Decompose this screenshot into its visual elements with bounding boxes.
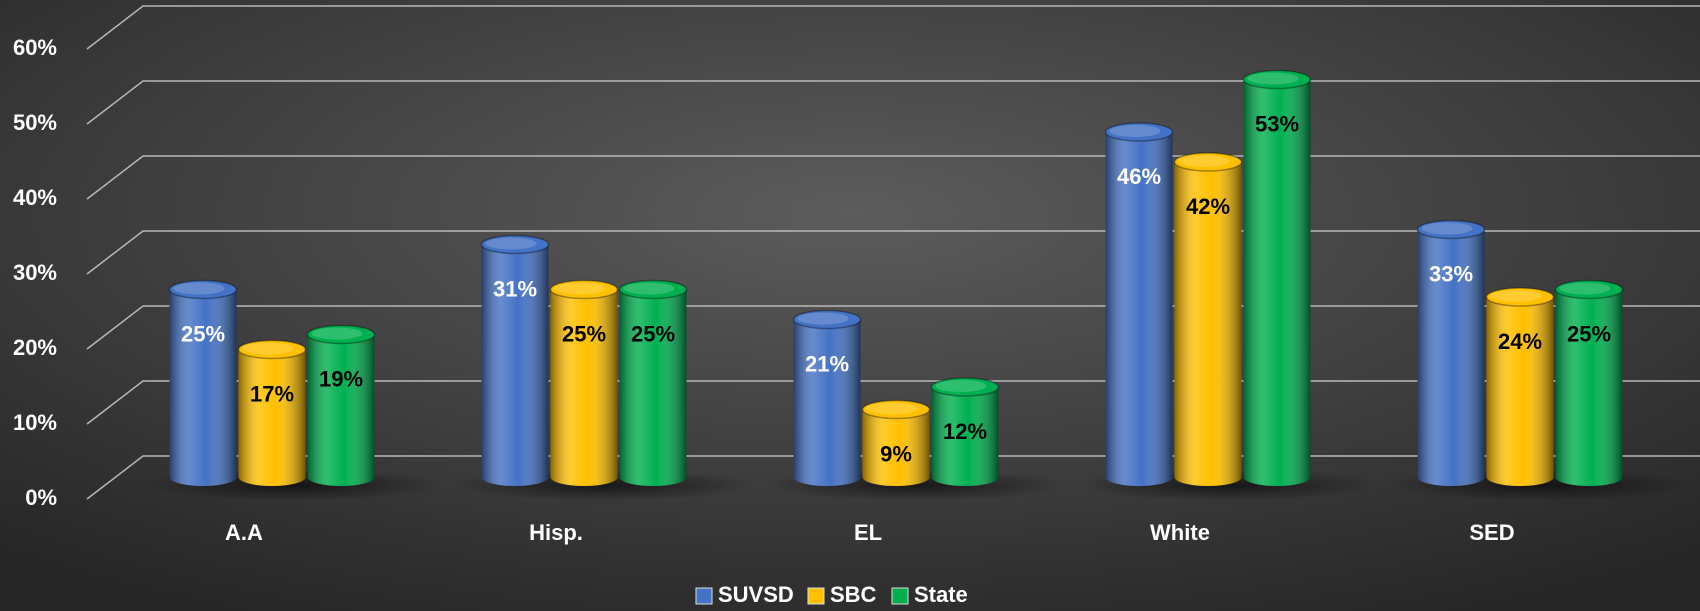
legend-label: State bbox=[914, 582, 968, 607]
bar-shade bbox=[619, 289, 687, 477]
bar-top bbox=[792, 309, 862, 330]
grid-line bbox=[86, 155, 1700, 200]
y-tick-label: 40% bbox=[13, 185, 57, 210]
bar-top-shine bbox=[623, 282, 675, 295]
legend-swatch bbox=[891, 587, 909, 605]
bar-top-shine bbox=[1178, 155, 1230, 167]
bar-shade bbox=[1555, 289, 1623, 477]
data-label: 25% bbox=[631, 321, 675, 346]
bar-top-shine bbox=[1109, 125, 1161, 137]
y-tick-label: 60% bbox=[13, 35, 57, 60]
bar-top-shine bbox=[1247, 72, 1299, 85]
grid-line bbox=[86, 80, 1700, 125]
data-label: 25% bbox=[1567, 321, 1611, 346]
legend-label: SBC bbox=[830, 582, 877, 607]
bar-shade bbox=[307, 334, 375, 477]
data-label: 17% bbox=[250, 381, 294, 406]
y-tick-label: 30% bbox=[13, 260, 57, 285]
data-label: 33% bbox=[1429, 261, 1473, 286]
data-label: 53% bbox=[1255, 111, 1299, 136]
data-label: 25% bbox=[562, 321, 606, 346]
data-label: 25% bbox=[181, 321, 225, 346]
bar-shade bbox=[1417, 229, 1485, 477]
bar-top-shine bbox=[173, 282, 225, 295]
bar-top-shine bbox=[797, 312, 849, 325]
bar-top bbox=[861, 399, 931, 420]
x-tick-label: SED bbox=[1469, 520, 1514, 545]
legend-swatch bbox=[807, 587, 825, 605]
bar-top-shine bbox=[1559, 282, 1611, 295]
data-label: 42% bbox=[1186, 194, 1230, 219]
bar-top-shine bbox=[1421, 222, 1473, 235]
bar-top-shine bbox=[554, 282, 606, 295]
bar-shade bbox=[550, 289, 618, 477]
bar-top-shine bbox=[485, 237, 537, 250]
bar-top bbox=[306, 324, 376, 345]
bar-shade bbox=[169, 289, 237, 477]
bar-top bbox=[168, 279, 238, 300]
bar-shade bbox=[1243, 79, 1311, 477]
x-tick-label: EL bbox=[854, 520, 882, 545]
bar-top-shine bbox=[242, 342, 294, 355]
bar-top bbox=[1173, 152, 1243, 172]
data-label: 31% bbox=[493, 276, 537, 301]
bar-top bbox=[1554, 279, 1624, 300]
x-tick-label: White bbox=[1150, 520, 1210, 545]
bar-top bbox=[930, 377, 1000, 397]
bar-shade bbox=[238, 349, 306, 477]
data-label: 24% bbox=[1498, 329, 1542, 354]
bar-top bbox=[1485, 287, 1555, 307]
data-label: 21% bbox=[805, 351, 849, 376]
y-tick-label: 0% bbox=[25, 485, 57, 510]
bar-top-shine bbox=[866, 402, 918, 415]
bar-top bbox=[549, 279, 619, 300]
bar-shade bbox=[481, 244, 549, 477]
bar-top bbox=[1104, 122, 1174, 142]
legend-swatch bbox=[695, 587, 713, 605]
bar-shade bbox=[1174, 162, 1242, 477]
y-tick-label: 20% bbox=[13, 335, 57, 360]
bar-top bbox=[480, 234, 550, 255]
data-label: 46% bbox=[1117, 164, 1161, 189]
bar-shade bbox=[862, 409, 930, 477]
bar-top-shine bbox=[1490, 290, 1542, 302]
bar-shade bbox=[931, 387, 999, 477]
y-tick-label: 50% bbox=[13, 110, 57, 135]
bar-shade bbox=[1105, 132, 1173, 477]
bar-top bbox=[618, 279, 688, 300]
bar-top bbox=[1416, 219, 1486, 240]
data-label: 9% bbox=[880, 441, 912, 466]
y-tick-label: 10% bbox=[13, 410, 57, 435]
bar-shade bbox=[1486, 297, 1554, 477]
bar-top-shine bbox=[935, 380, 987, 392]
bar-top bbox=[237, 339, 307, 360]
bar-top-shine bbox=[311, 327, 363, 340]
bar-top bbox=[1242, 69, 1312, 90]
data-label: 12% bbox=[943, 419, 987, 444]
x-tick-label: Hisp. bbox=[529, 520, 583, 545]
bar-shade bbox=[793, 319, 861, 477]
data-label: 19% bbox=[319, 366, 363, 391]
legend-label: SUVSD bbox=[718, 582, 794, 607]
x-tick-label: A.A bbox=[225, 520, 263, 545]
grid-line bbox=[86, 5, 1700, 50]
